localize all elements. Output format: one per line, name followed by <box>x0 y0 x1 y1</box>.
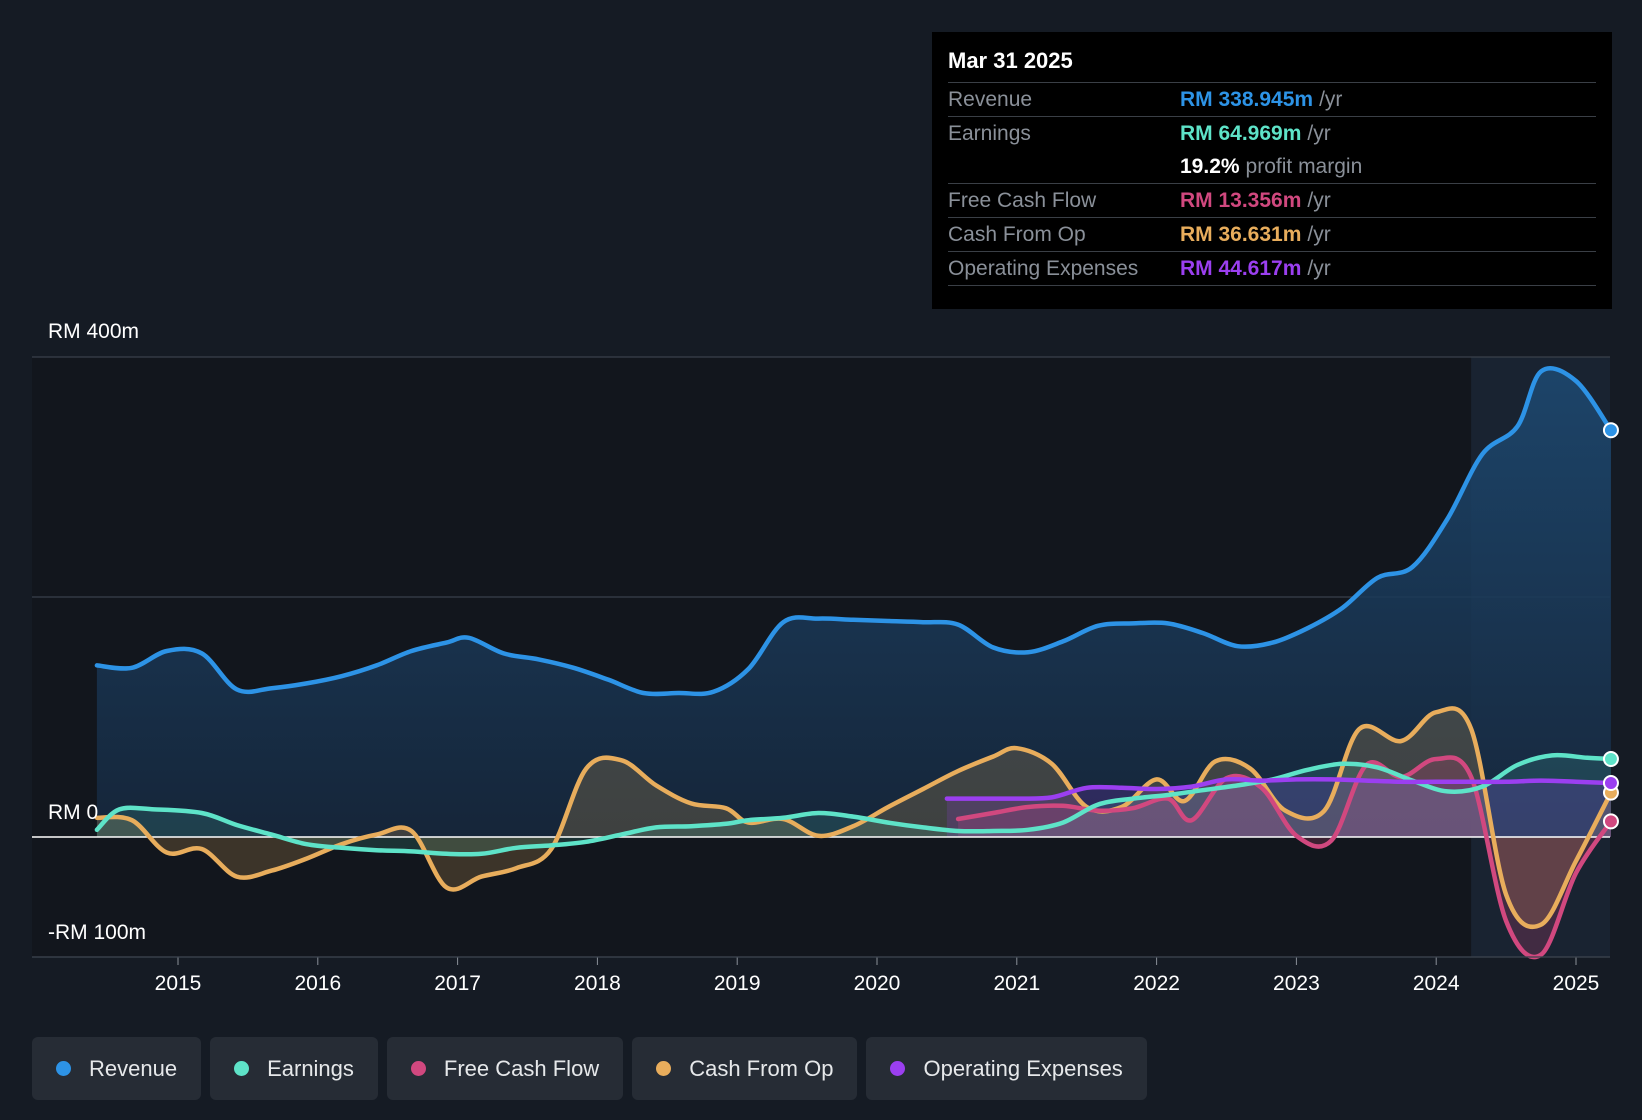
tooltip-date: Mar 31 2025 <box>948 46 1596 83</box>
legend-item-free-cash-flow[interactable]: Free Cash Flow <box>386 1037 624 1100</box>
tooltip-label: Cash From Op <box>948 223 1086 246</box>
legend-dot-icon <box>410 1061 426 1076</box>
tooltip-value: RM 36.631m <box>1180 223 1302 246</box>
legend-item-revenue[interactable]: Revenue <box>32 1037 202 1100</box>
tooltip-row-opex: Operating Expenses RM 44.617m /yr <box>948 252 1596 286</box>
endpoint-free-cash-flow <box>1602 813 1619 830</box>
legend-label: Earnings <box>267 1055 354 1081</box>
area-earnings <box>96 755 1611 855</box>
x-tick-label: 2021 <box>993 972 1040 995</box>
tooltip-value: RM 44.617m <box>1180 257 1302 280</box>
area-cash-from-op <box>96 708 1611 927</box>
tooltip-value: RM 64.969m <box>1180 122 1302 145</box>
tooltip-row-revenue: Revenue RM 338.945m /yr <box>948 83 1596 117</box>
x-tick-label: 2018 <box>574 972 621 995</box>
x-tick-label: 2020 <box>854 972 901 995</box>
profit-margin-label: profit margin <box>1245 155 1363 178</box>
tooltip-value: RM 13.356m <box>1180 189 1302 212</box>
tooltip-label: Operating Expenses <box>948 257 1139 280</box>
tooltip-unit: /yr <box>1307 122 1331 145</box>
x-tick-label: 2019 <box>714 972 761 995</box>
tooltip-unit: /yr <box>1319 88 1343 111</box>
x-tick-label: 2015 <box>155 972 202 995</box>
tooltip-label: Revenue <box>948 88 1033 111</box>
area-free-cash-flow <box>958 757 1611 958</box>
area-revenue <box>96 368 1611 837</box>
legend-label: Revenue <box>89 1055 178 1081</box>
legend-dot-icon <box>56 1061 71 1076</box>
endpoint-revenue <box>1602 422 1619 439</box>
tooltip-value: RM 338.945m <box>1180 88 1314 111</box>
x-tick-label: 2023 <box>1273 972 1320 995</box>
legend-item-earnings[interactable]: Earnings <box>210 1037 378 1100</box>
legend-item-cash-from-op[interactable]: Cash From Op <box>632 1037 858 1100</box>
tooltip-label: Earnings <box>948 122 1031 145</box>
y-tick-label-0: RM 0 <box>48 801 99 824</box>
legend-item-operating-expenses[interactable]: Operating Expenses <box>866 1037 1147 1100</box>
tooltip-unit: /yr <box>1307 257 1331 280</box>
x-tick-label: 2017 <box>434 972 481 995</box>
x-tick-label: 2025 <box>1553 972 1600 995</box>
series-line-revenue <box>94 366 1614 697</box>
legend-dot-icon <box>234 1061 250 1076</box>
tooltip-row-cfo: Cash From Op RM 36.631m /yr <box>948 218 1596 252</box>
tooltip-row-fcf: Free Cash Flow RM 13.356m /yr <box>948 184 1596 218</box>
series-line-operating-expenses <box>944 776 1614 801</box>
tooltip-panel: Mar 31 2025 Revenue RM 338.945m /yr Earn… <box>932 32 1612 309</box>
x-tick-label: 2022 <box>1133 972 1180 995</box>
tooltip-label <box>948 150 1180 183</box>
legend-label: Free Cash Flow <box>443 1055 600 1081</box>
endpoint-earnings <box>1602 751 1619 767</box>
tooltip-row-margin: 19.2% profit margin <box>948 150 1596 184</box>
legend: Revenue Earnings Free Cash Flow Cash Fro… <box>32 1037 1147 1100</box>
profit-margin-value: 19.2% <box>1180 155 1240 178</box>
legend-label: Cash From Op <box>689 1055 834 1081</box>
series-line-earnings <box>94 752 1614 857</box>
endpoint-operating-expenses <box>1602 775 1619 791</box>
x-tick-label: 2024 <box>1413 972 1460 995</box>
legend-dot-icon <box>890 1061 906 1076</box>
x-tick-label: 2016 <box>294 972 341 995</box>
tooltip-unit: /yr <box>1307 189 1331 212</box>
legend-dot-icon <box>656 1061 672 1076</box>
tooltip-unit: /yr <box>1307 223 1331 246</box>
y-tick-label-400: RM 400m <box>48 320 140 343</box>
series-line-cash-from-op <box>94 706 1614 930</box>
tooltip-row-earnings: Earnings RM 64.969m /yr <box>948 117 1596 150</box>
y-tick-label-neg100: -RM 100m <box>48 921 147 944</box>
legend-label: Operating Expenses <box>923 1055 1123 1081</box>
series-line-free-cash-flow <box>955 755 1614 960</box>
tooltip-label: Free Cash Flow <box>948 189 1097 212</box>
